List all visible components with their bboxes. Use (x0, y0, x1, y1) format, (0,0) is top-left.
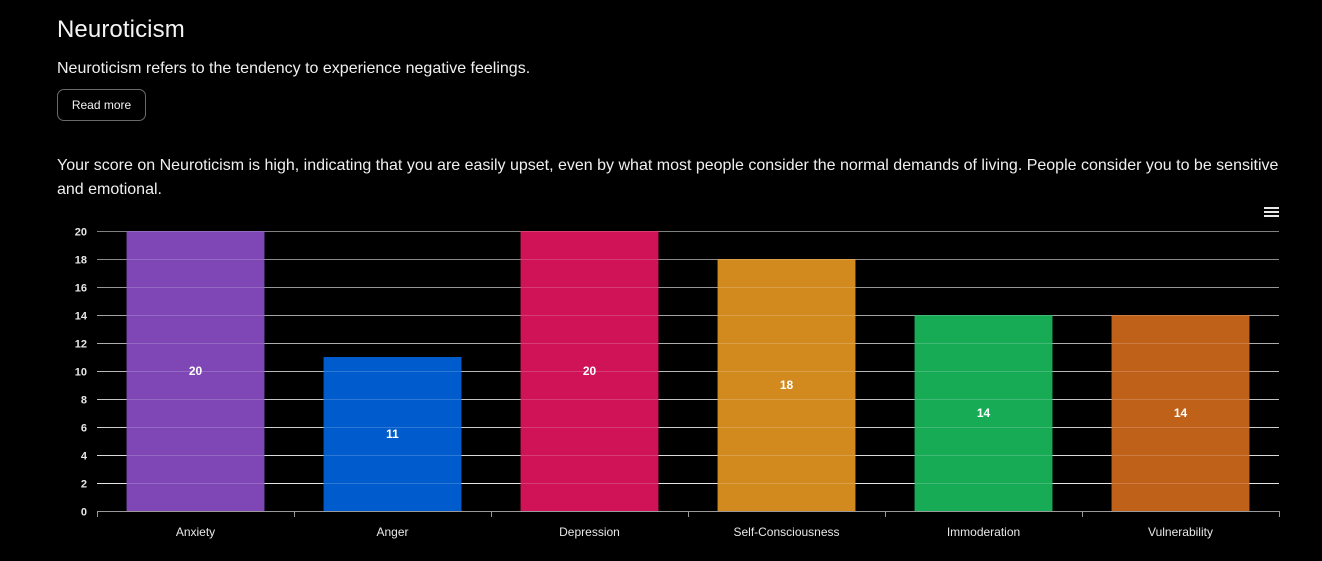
x-tick-label: Immoderation (947, 525, 1020, 539)
score-description: Your score on Neuroticism is high, indic… (57, 157, 1279, 198)
y-tick-label: 0 (81, 507, 87, 519)
x-tick-label: Self-Consciousness (733, 525, 839, 539)
y-tick-label: 16 (75, 283, 87, 295)
data-label: 14 (977, 406, 991, 420)
x-tick-label: Vulnerability (1148, 525, 1213, 539)
y-tick-label: 4 (81, 451, 88, 463)
y-tick-label: 12 (75, 339, 87, 351)
y-tick-label: 10 (75, 367, 87, 379)
page-title: Neuroticism (57, 16, 185, 43)
data-labels: 20 11 20 18 14 14 (189, 364, 1188, 441)
hamburger-menu-icon[interactable] (1264, 206, 1280, 218)
bars (126, 231, 1250, 511)
grid-lines (97, 231, 1279, 484)
bar-depression (520, 231, 659, 511)
y-tick-label: 8 (81, 395, 87, 407)
grid-overlay (126, 231, 1250, 484)
axes: 0 2 4 6 8 10 12 14 16 18 20 Anxiety Anger Depression S… (75, 227, 1280, 539)
y-tick-label: 20 (75, 227, 87, 239)
bar-vulnerability (1111, 315, 1250, 511)
trait-summary: Neuroticism refers to the tendency to ex… (57, 60, 531, 77)
bar-immoderation (914, 315, 1053, 511)
bar-anxiety (126, 231, 265, 511)
x-tick-label: Anxiety (176, 525, 215, 539)
data-label: 20 (583, 364, 597, 378)
y-tick-label: 18 (75, 255, 87, 267)
data-label: 14 (1174, 406, 1188, 420)
data-label: 20 (189, 364, 203, 378)
x-tick-label: Depression (559, 525, 620, 539)
read-more-button[interactable]: Read more (57, 89, 146, 121)
y-tick-label: 2 (81, 479, 87, 491)
menu-line (1264, 211, 1279, 213)
bar-self-consciousness (717, 259, 856, 511)
y-tick-label: 6 (81, 423, 87, 435)
y-tick-label: 14 (75, 311, 88, 323)
bar-anger (323, 357, 462, 511)
menu-line (1264, 215, 1279, 217)
x-tick-label: Anger (376, 525, 408, 539)
data-label: 11 (386, 427, 399, 441)
data-label: 18 (780, 378, 794, 392)
menu-line (1264, 207, 1279, 209)
